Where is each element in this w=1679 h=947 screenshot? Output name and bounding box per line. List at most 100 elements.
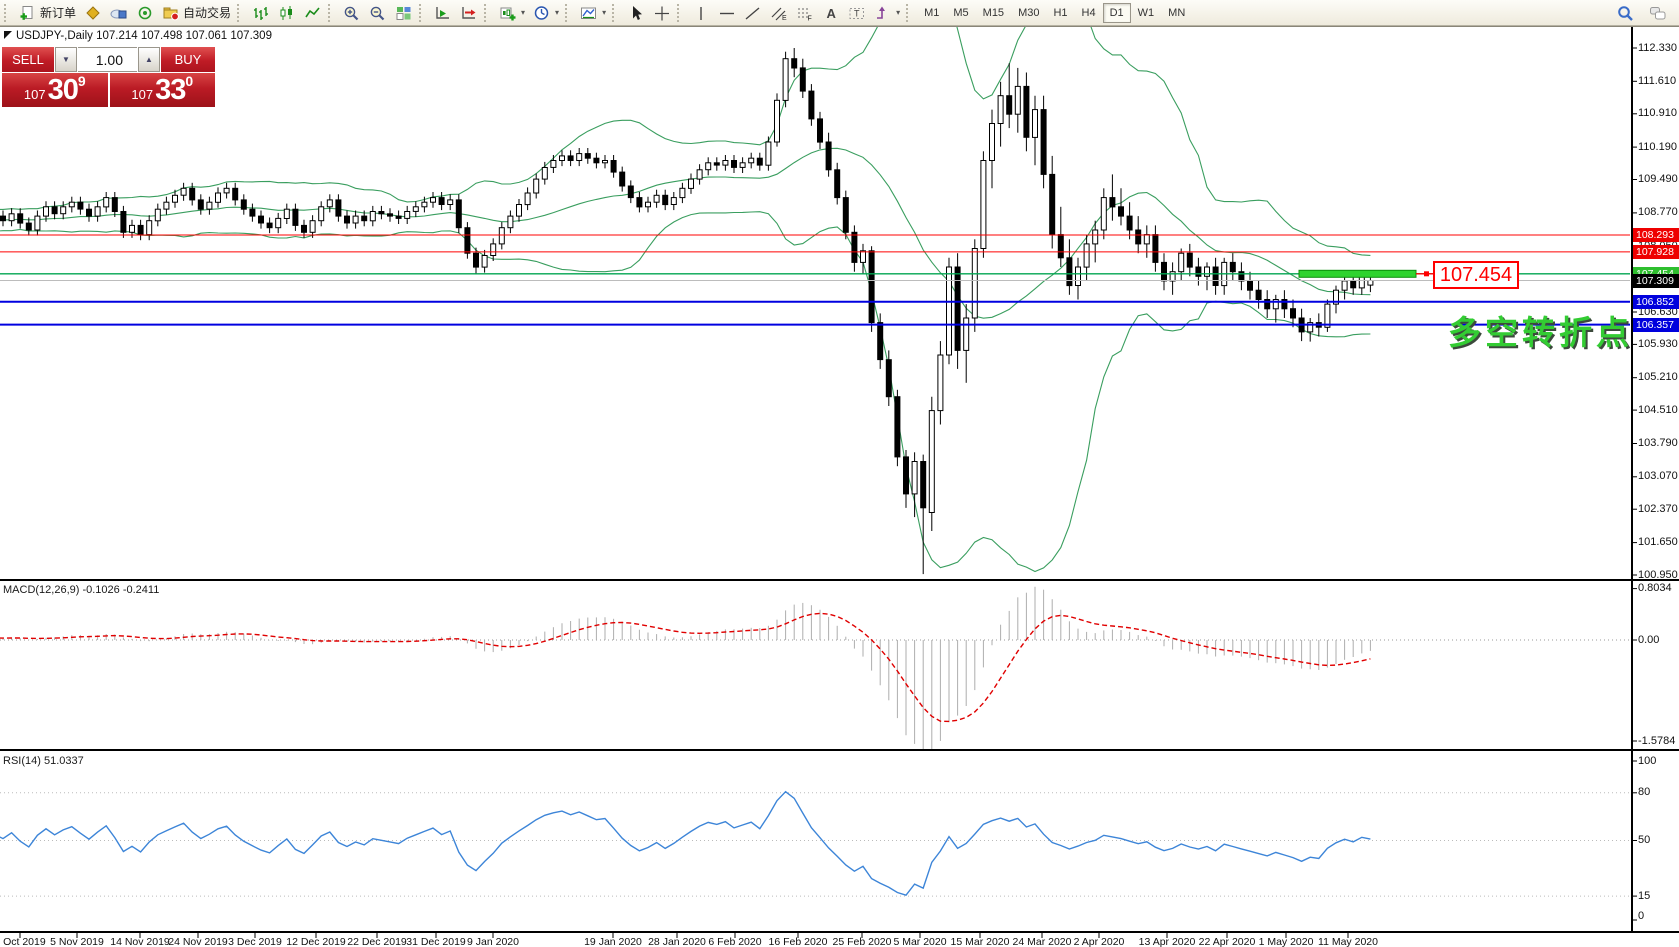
- arrows-button[interactable]: ▾: [870, 0, 904, 26]
- textA-icon: A: [827, 6, 837, 21]
- candle-body: [94, 206, 101, 217]
- candle-body: [223, 187, 230, 194]
- sell-price-panel[interactable]: 107 30 9: [2, 73, 108, 107]
- timeframe-mn-button[interactable]: MN: [1168, 6, 1186, 19]
- horizontal-line-button[interactable]: [714, 0, 740, 26]
- candle-body: [60, 206, 67, 215]
- dropdown-arrow-icon: ▾: [896, 8, 901, 17]
- zoomout-icon: [370, 6, 385, 20]
- zoom-in-button[interactable]: [339, 0, 365, 26]
- vertical-line-button[interactable]: [688, 0, 714, 26]
- candle-body: [292, 208, 299, 226]
- timeframe-h1-button[interactable]: H1: [1053, 6, 1068, 19]
- candle-body: [619, 171, 626, 187]
- candle-body: [1135, 229, 1142, 245]
- autotrading-button[interactable]: 自动交易: [158, 0, 235, 26]
- text-button[interactable]: A: [818, 0, 844, 26]
- price-axis-label: 104.510: [1638, 403, 1678, 416]
- tile-windows-button[interactable]: [391, 0, 417, 26]
- auto-scroll-button[interactable]: [430, 0, 456, 26]
- buy-price-big: 33: [155, 74, 186, 106]
- candle-body: [946, 266, 952, 356]
- candle-body: [137, 224, 144, 236]
- pane-separator: [0, 931, 1679, 933]
- timeframe-m15-button[interactable]: M15: [982, 6, 1005, 19]
- svg-text:A: A: [827, 6, 837, 21]
- candle-body: [997, 95, 1004, 124]
- candle-body: [911, 461, 918, 495]
- signals-button[interactable]: [132, 0, 158, 26]
- sell-button[interactable]: SELL: [2, 47, 54, 72]
- candle-body: [387, 213, 393, 217]
- date-label: 1 May 2020: [1258, 936, 1314, 947]
- candle-body: [1023, 85, 1030, 138]
- candle-body: [266, 222, 273, 229]
- candle-body: [1350, 280, 1357, 289]
- candle-body: [851, 231, 858, 263]
- buy-price-panel[interactable]: 107 33 0: [109, 73, 215, 107]
- candle-body: [326, 199, 333, 208]
- label-button[interactable]: T: [844, 0, 870, 26]
- date-label: 5 Nov 2019: [50, 936, 104, 947]
- rsi-axis-label: 80: [1638, 786, 1651, 799]
- trendline-button[interactable]: [740, 0, 766, 26]
- volume-up-button[interactable]: ▲: [138, 47, 160, 72]
- timeframe-d1-button[interactable]: D1: [1102, 2, 1131, 23]
- candle-body: [645, 201, 651, 208]
- channel-button[interactable]: E: [766, 0, 792, 26]
- candle-body: [258, 215, 264, 224]
- cursor-button[interactable]: [623, 0, 649, 26]
- mql5-cloud-button[interactable]: [106, 0, 132, 26]
- candle-body: [739, 162, 746, 168]
- candle-body: [8, 213, 15, 222]
- candle-body: [713, 162, 720, 166]
- new-chart-button[interactable]: ▾: [495, 0, 529, 26]
- fibonacci-button[interactable]: F: [792, 0, 818, 26]
- candle-body: [1229, 261, 1236, 273]
- candle-body: [1341, 280, 1348, 291]
- price-axis-label: 105.210: [1638, 371, 1678, 384]
- channel-icon: E: [771, 7, 787, 21]
- candle-body: [516, 204, 522, 217]
- timeframe-m5-button[interactable]: M5: [953, 6, 969, 19]
- gold-box-button[interactable]: [80, 0, 106, 26]
- date-label: 25 Feb 2020: [832, 936, 892, 947]
- candle-body: [103, 197, 110, 208]
- candle-body: [1092, 229, 1099, 245]
- new-order-button[interactable]: 新订单: [15, 0, 80, 26]
- buy-button[interactable]: BUY: [161, 47, 215, 72]
- bar-chart-button[interactable]: [248, 0, 274, 26]
- candle-body: [1075, 266, 1081, 286]
- timeframe-m30-button[interactable]: M30: [1018, 6, 1040, 19]
- date-label: 24 Nov 2019: [168, 936, 228, 947]
- chart-shift-button[interactable]: [456, 0, 482, 26]
- autoscroll-icon: [436, 6, 450, 19]
- timeframe-h4-button[interactable]: H4: [1081, 6, 1096, 19]
- periods-button[interactable]: ▾: [529, 0, 563, 26]
- candlestick-chart-button[interactable]: [274, 0, 300, 26]
- volume-input[interactable]: 1.00: [78, 47, 137, 72]
- zoom-out-button[interactable]: [365, 0, 391, 26]
- price-axis-label: 108.770: [1638, 206, 1678, 219]
- line-chart-button[interactable]: [300, 0, 326, 26]
- pane-separator: [0, 579, 1679, 581]
- candle-body: [25, 222, 32, 231]
- chat-button[interactable]: [1645, 0, 1671, 26]
- new-order-icon: [20, 5, 33, 20]
- candle-body: [86, 208, 92, 217]
- crosshair-button[interactable]: [649, 0, 675, 26]
- candle-body: [825, 141, 832, 171]
- timeframe-w1-button[interactable]: W1: [1137, 6, 1155, 19]
- timeframe-m1-button[interactable]: M1: [924, 6, 940, 19]
- price-level-callout[interactable]: 107.454: [1433, 261, 1519, 289]
- templates-button[interactable]: ▾: [576, 0, 610, 26]
- search-button[interactable]: [1613, 0, 1639, 26]
- volume-down-button[interactable]: ▼: [55, 47, 77, 72]
- candle-body: [68, 201, 75, 208]
- main-chart-pane: [0, 27, 1374, 575]
- autotrade-icon: [163, 7, 179, 20]
- date-label: 11 May 2020: [1318, 936, 1378, 947]
- candle-body: [421, 201, 428, 208]
- candle-body: [782, 58, 789, 101]
